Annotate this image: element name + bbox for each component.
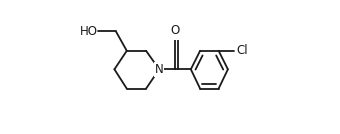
FancyBboxPatch shape: [154, 62, 164, 77]
FancyBboxPatch shape: [170, 25, 181, 40]
Text: Cl: Cl: [236, 44, 248, 57]
Text: N: N: [155, 63, 164, 76]
Text: HO: HO: [80, 25, 98, 38]
Text: O: O: [171, 24, 180, 37]
